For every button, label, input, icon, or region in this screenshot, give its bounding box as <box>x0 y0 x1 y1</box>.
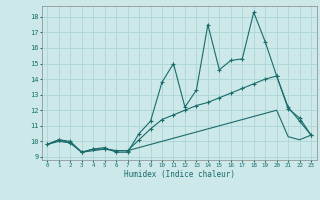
X-axis label: Humidex (Indice chaleur): Humidex (Indice chaleur) <box>124 170 235 179</box>
